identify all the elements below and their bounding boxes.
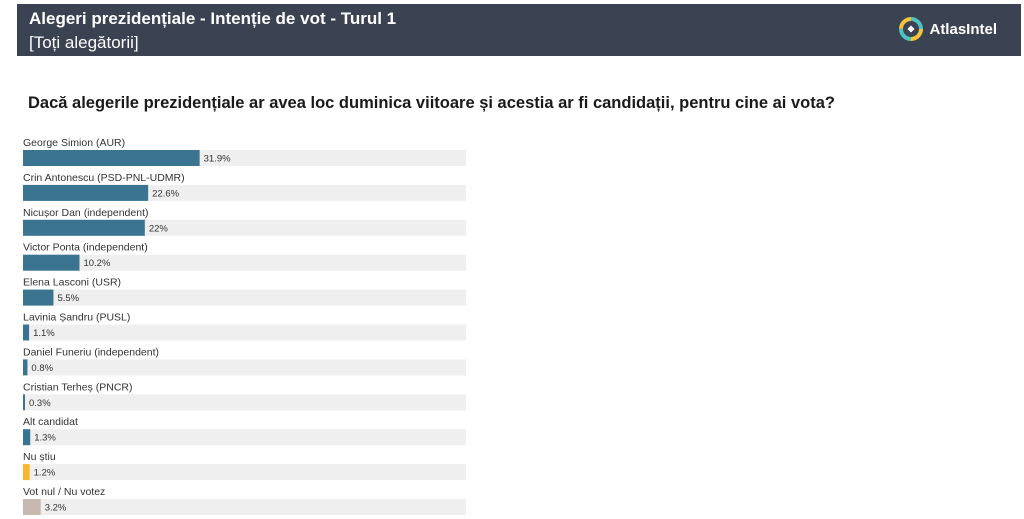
bar-track <box>23 324 466 341</box>
bar-track <box>23 429 466 446</box>
value-label: 1.1% <box>33 328 55 339</box>
bar-track <box>23 464 466 481</box>
bar <box>23 219 145 236</box>
header-title: Alegeri prezidențiale - Intenție de vot … <box>29 9 397 28</box>
category-label: Elena Lasconi (USR) <box>23 277 121 289</box>
brand-logo: AtlasIntel <box>899 17 997 41</box>
bar-track <box>23 289 466 306</box>
value-label: 3.2% <box>45 503 67 514</box>
category-label: Cristian Terheș (PNCR) <box>23 381 133 393</box>
chart-question: Dacă alegerile prezidențiale ar avea loc… <box>28 94 835 112</box>
category-label: Victor Ponta (independent) <box>23 242 148 254</box>
value-label: 22.6% <box>152 188 179 199</box>
value-label: 31.9% <box>204 154 231 165</box>
bar <box>23 359 28 376</box>
bar-track <box>23 254 466 271</box>
category-label: Alt candidat <box>23 416 78 428</box>
header-subtitle: [Toți alegătorii] <box>29 33 139 52</box>
bar-track <box>23 499 466 515</box>
bar <box>23 289 54 306</box>
bar <box>23 254 80 271</box>
bar <box>23 184 149 201</box>
bar <box>23 394 25 411</box>
value-label: 5.5% <box>57 293 79 304</box>
value-label: 10.2% <box>83 258 110 269</box>
bar <box>23 150 200 166</box>
category-label: Nicușor Dan (independent) <box>23 207 149 219</box>
bar <box>23 324 30 341</box>
bar <box>23 429 31 446</box>
header-bar: Alegeri prezidențiale - Intenție de vot … <box>17 4 1021 56</box>
category-label: Vot nul / Nu votez <box>23 486 105 498</box>
atlasintel-logo-icon <box>899 17 924 41</box>
value-label: 22% <box>149 223 169 234</box>
value-label: 0.3% <box>29 398 51 409</box>
category-label: Nu știu <box>23 451 56 463</box>
category-label: Lavinia Șandru (PUSL) <box>23 312 130 324</box>
bar-track <box>23 394 466 411</box>
bar <box>23 464 30 481</box>
category-label: George Simion (AUR) <box>23 137 125 149</box>
brand-name: AtlasIntel <box>929 20 997 38</box>
value-label: 0.8% <box>31 363 53 374</box>
value-label: 1.3% <box>34 433 56 444</box>
bar-track <box>23 359 466 376</box>
category-label: Daniel Funeriu (independent) <box>23 346 159 358</box>
value-label: 1.2% <box>34 468 56 479</box>
bar <box>23 499 41 515</box>
category-label: Crin Antonescu (PSD-PNL-UDMR) <box>23 172 185 184</box>
